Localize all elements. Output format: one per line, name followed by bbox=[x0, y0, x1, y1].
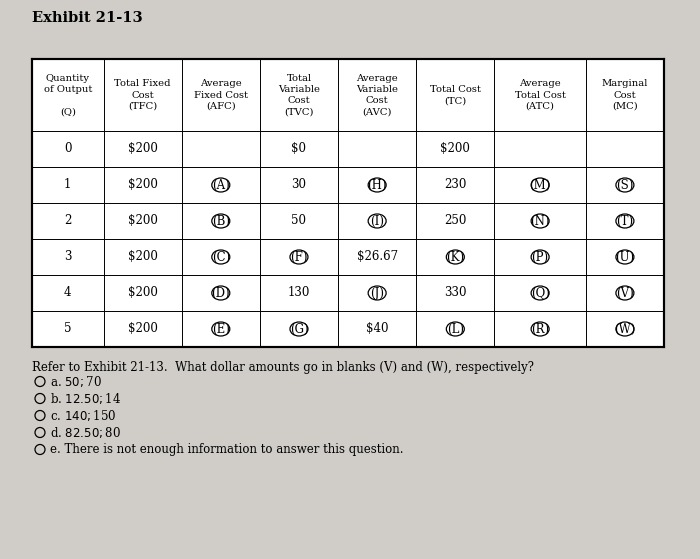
Text: (M): (M) bbox=[529, 178, 551, 192]
Text: (T): (T) bbox=[617, 215, 634, 228]
Text: (G): (G) bbox=[290, 323, 308, 335]
Text: a. $50; $70: a. $50; $70 bbox=[50, 374, 102, 389]
Text: $200: $200 bbox=[440, 143, 470, 155]
Text: (H): (H) bbox=[368, 178, 387, 192]
Text: (F): (F) bbox=[290, 250, 308, 263]
Text: $200: $200 bbox=[127, 287, 158, 300]
Text: 30: 30 bbox=[291, 178, 307, 192]
Text: (B): (B) bbox=[212, 215, 230, 228]
Text: Quantity
of Output

(Q): Quantity of Output (Q) bbox=[43, 74, 92, 116]
Text: Total Fixed
Cost
(TFC): Total Fixed Cost (TFC) bbox=[114, 79, 171, 111]
Text: (R): (R) bbox=[531, 323, 550, 335]
Text: Refer to Exhibit 21-13.  What dollar amounts go in blanks (V) and (W), respectiv: Refer to Exhibit 21-13. What dollar amou… bbox=[32, 361, 534, 374]
Text: (L): (L) bbox=[447, 323, 464, 335]
Text: Exhibit 21-13: Exhibit 21-13 bbox=[32, 11, 143, 25]
Text: (I): (I) bbox=[370, 215, 384, 228]
Text: 50: 50 bbox=[291, 215, 307, 228]
Text: $200: $200 bbox=[127, 323, 158, 335]
Bar bbox=[32, 59, 664, 347]
Text: Total Cost
(TC): Total Cost (TC) bbox=[430, 85, 481, 105]
Text: (J): (J) bbox=[370, 287, 384, 300]
Text: (A): (A) bbox=[212, 178, 230, 192]
Text: c. $140; $150: c. $140; $150 bbox=[50, 408, 116, 423]
Text: 5: 5 bbox=[64, 323, 71, 335]
Text: 230: 230 bbox=[444, 178, 466, 192]
Text: 1: 1 bbox=[64, 178, 71, 192]
Text: Total
Variable
Cost
(TVC): Total Variable Cost (TVC) bbox=[278, 74, 320, 116]
Text: 130: 130 bbox=[288, 287, 310, 300]
Text: d. $82.50; $80: d. $82.50; $80 bbox=[50, 425, 121, 440]
Text: (N): (N) bbox=[531, 215, 550, 228]
Text: $26.67: $26.67 bbox=[356, 250, 398, 263]
Text: $200: $200 bbox=[127, 143, 158, 155]
Text: 2: 2 bbox=[64, 215, 71, 228]
Text: Marginal
Cost
(MC): Marginal Cost (MC) bbox=[602, 79, 648, 111]
Text: (V): (V) bbox=[616, 287, 634, 300]
Text: (W): (W) bbox=[614, 323, 636, 335]
Text: (Q): (Q) bbox=[531, 287, 550, 300]
Text: 0: 0 bbox=[64, 143, 71, 155]
Text: (P): (P) bbox=[531, 250, 549, 263]
Text: (K): (K) bbox=[447, 250, 464, 263]
Text: e. There is not enough information to answer this question.: e. There is not enough information to an… bbox=[50, 443, 403, 456]
Text: (E): (E) bbox=[212, 323, 230, 335]
Text: 3: 3 bbox=[64, 250, 71, 263]
Text: 250: 250 bbox=[444, 215, 466, 228]
Text: Average
Variable
Cost
(AVC): Average Variable Cost (AVC) bbox=[356, 74, 398, 116]
Text: $200: $200 bbox=[127, 178, 158, 192]
Text: $40: $40 bbox=[366, 323, 389, 335]
Text: (C): (C) bbox=[211, 250, 230, 263]
Text: (S): (S) bbox=[616, 178, 634, 192]
Text: (U): (U) bbox=[615, 250, 634, 263]
Text: 330: 330 bbox=[444, 287, 467, 300]
Text: $0: $0 bbox=[291, 143, 307, 155]
Text: $200: $200 bbox=[127, 250, 158, 263]
Text: (D): (D) bbox=[211, 287, 230, 300]
Text: Average
Total Cost
(ATC): Average Total Cost (ATC) bbox=[514, 79, 566, 111]
Text: 4: 4 bbox=[64, 287, 71, 300]
Text: $200: $200 bbox=[127, 215, 158, 228]
Text: Average
Fixed Cost
(AFC): Average Fixed Cost (AFC) bbox=[194, 79, 248, 111]
Text: b. $12.50; $14: b. $12.50; $14 bbox=[50, 391, 121, 406]
